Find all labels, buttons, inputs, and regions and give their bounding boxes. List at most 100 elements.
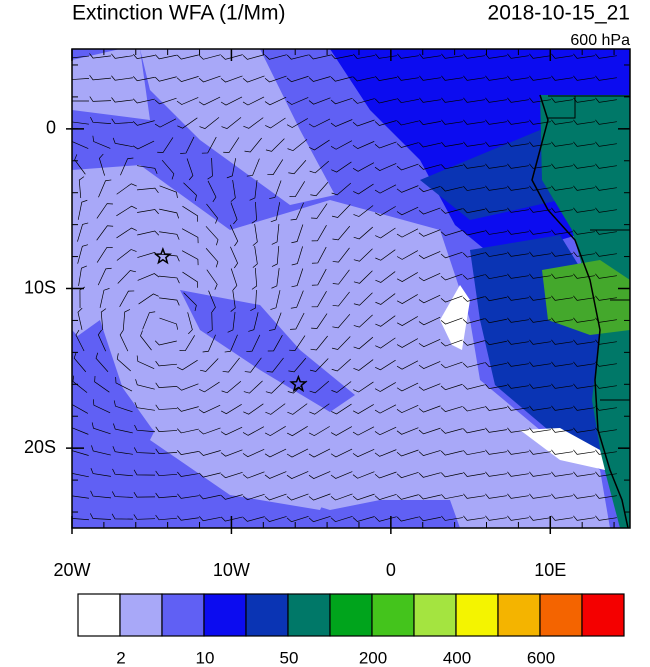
- wind-barb: [529, 471, 551, 477]
- wind-barb: [529, 273, 551, 279]
- wind-barb: [206, 203, 218, 224]
- wind-barb: [134, 424, 155, 433]
- wind-barb: [485, 427, 507, 433]
- wind-barb: [462, 230, 485, 236]
- wind-barb: [186, 158, 194, 181]
- wind-barb: [111, 513, 134, 520]
- wind-barb: [205, 226, 219, 246]
- wind-barb: [271, 224, 280, 245]
- wind-barb: [200, 358, 219, 372]
- wind-barb: [202, 334, 216, 353]
- wind-barb: [375, 315, 396, 327]
- wind-barb: [396, 405, 419, 414]
- wind-barb: [199, 381, 220, 393]
- wind-barb: [529, 75, 551, 81]
- wind-barb: [159, 317, 179, 330]
- wind-barb: [507, 251, 529, 257]
- wind-barb: [308, 471, 331, 479]
- wind-barb: [529, 317, 551, 323]
- wind-barb: [595, 295, 617, 301]
- wind-barb: [242, 426, 265, 436]
- wind-barb: [595, 229, 617, 235]
- wind-barb: [220, 494, 243, 500]
- wind-barb: [375, 271, 396, 283]
- wind-barb: [111, 97, 133, 103]
- wind-barb: [198, 494, 221, 500]
- wind-barb: [220, 426, 243, 436]
- wind-barb: [440, 450, 463, 456]
- wind-barb: [176, 76, 199, 83]
- wind-barb: [265, 138, 285, 152]
- wind-barb: [463, 450, 485, 456]
- wind-barb: [441, 119, 463, 125]
- wind-barb: [462, 362, 485, 368]
- wind-barb: [418, 142, 441, 148]
- wind-barb: [396, 206, 419, 216]
- wind-barb: [529, 229, 551, 235]
- wind-barb: [418, 251, 441, 259]
- wind-barb: [485, 274, 507, 280]
- wind-barb: [116, 353, 131, 372]
- wind-barb: [72, 495, 89, 499]
- wind-barb: [229, 224, 239, 247]
- wind-barb: [269, 312, 282, 331]
- wind-barb: [77, 222, 89, 242]
- wind-barb: [246, 158, 260, 177]
- wind-barb: [440, 273, 463, 281]
- wind-barb: [220, 75, 243, 83]
- time-label: 2018-10-15_21: [488, 2, 630, 25]
- wind-barb: [353, 381, 374, 393]
- wind-barb: [330, 140, 353, 150]
- wind-barb: [462, 384, 485, 390]
- field-level: [520, 428, 605, 470]
- wind-barb: [96, 203, 113, 219]
- wind-barb: [154, 54, 177, 60]
- wind-barb: [485, 471, 507, 477]
- wind-barb: [199, 516, 221, 522]
- wind-barb: [352, 98, 375, 104]
- colorbar-label: 50: [280, 648, 299, 667]
- wind-barb: [529, 493, 551, 499]
- wind-barb: [198, 472, 221, 478]
- wind-barb: [375, 337, 396, 349]
- wind-barb: [271, 268, 280, 289]
- wind-barb: [332, 247, 350, 263]
- wind-barb: [132, 120, 155, 126]
- wind-barb: [551, 449, 573, 455]
- wind-barb: [222, 357, 240, 373]
- wind-barb: [286, 448, 309, 458]
- wind-barb: [250, 289, 257, 312]
- wind-barb: [72, 472, 89, 478]
- wind-barb: [117, 270, 136, 284]
- wind-barb: [573, 405, 595, 411]
- wind-barb: [507, 427, 529, 433]
- wind-barb: [441, 53, 463, 59]
- wind-barb: [462, 340, 485, 346]
- wind-barb: [270, 202, 281, 223]
- wind-barb: [551, 185, 573, 191]
- wind-barb: [264, 96, 287, 106]
- wind-barb: [418, 427, 441, 435]
- wind-barb: [352, 426, 375, 436]
- wind-barb: [154, 97, 177, 105]
- wind-barb: [397, 98, 419, 104]
- y-tick-label: 10S: [24, 277, 56, 297]
- wind-barb: [90, 116, 112, 125]
- wind-barb: [462, 296, 485, 302]
- wind-barb: [72, 100, 90, 102]
- wind-barb: [95, 352, 109, 372]
- wind-barb: [507, 471, 529, 477]
- wind-barb: [551, 515, 573, 521]
- wind-barb: [573, 449, 595, 455]
- wind-barb: [595, 273, 617, 279]
- field-level: [440, 285, 470, 350]
- wind-barb: [286, 515, 309, 523]
- wind-barb: [267, 334, 283, 352]
- wind-barb: [177, 471, 199, 477]
- wind-barb: [120, 157, 134, 176]
- wind-barb: [485, 53, 507, 59]
- wind-barb: [248, 312, 259, 332]
- wind-barb: [311, 268, 327, 286]
- wind-barb: [595, 317, 617, 323]
- wind-barb: [72, 517, 89, 521]
